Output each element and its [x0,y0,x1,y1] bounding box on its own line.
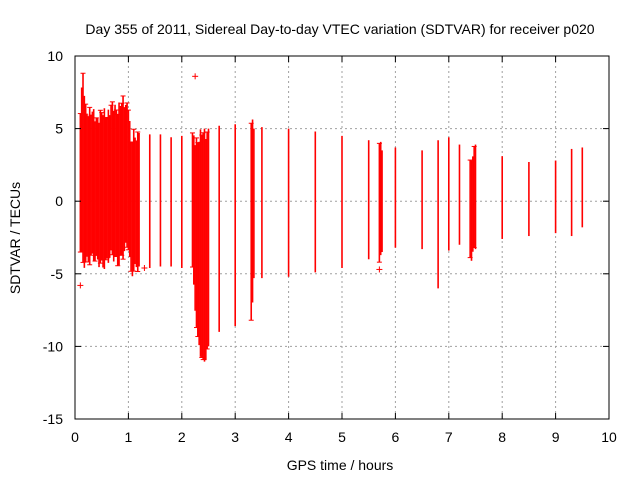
y-axis-label: SDTVAR / TECUs [7,182,23,294]
x-tick-label: 9 [552,429,560,445]
x-tick-label: 4 [285,429,293,445]
x-tick-label: 10 [601,429,617,445]
y-tick-label: 0 [55,193,63,209]
ticks: 0 1 2 3 4 5 6 7 8 9 10 10 5 0 -5 -10 -15 [43,48,617,445]
x-tick-label: 7 [445,429,453,445]
data-layer [77,72,584,362]
chart-title: Day 355 of 2011, Sidereal Day-to-day VTE… [85,21,594,37]
y-tick-label: 10 [47,48,63,64]
x-tick-label: 8 [498,429,506,445]
x-tick-label: 2 [178,429,186,445]
x-tick-label: 5 [338,429,346,445]
outlier-point [192,73,199,80]
x-tick-label: 6 [392,429,400,445]
y-tick-label: 5 [55,121,63,137]
x-tick-label: 3 [231,429,239,445]
y-tick-label: -5 [51,266,64,282]
x-tick-label: 1 [125,429,133,445]
y-tick-label: -10 [43,338,63,354]
outlier-point [77,282,84,289]
outlier-point [376,266,383,273]
y-tick-label: -15 [43,411,63,427]
x-tick-label: 0 [71,429,79,445]
outlier-point [141,264,148,271]
plot-frame [74,55,610,420]
x-axis-label: GPS time / hours [287,457,394,473]
